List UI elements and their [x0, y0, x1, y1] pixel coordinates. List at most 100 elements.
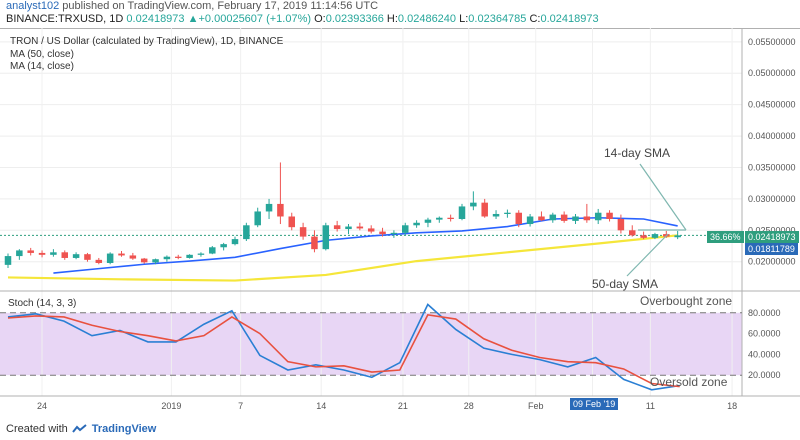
candle: [447, 217, 454, 220]
date-tag: 09 Feb '19: [570, 398, 619, 410]
stoch-legend: Stoch (14, 3, 3): [8, 298, 77, 309]
candle: [140, 258, 148, 263]
time-tick-label: 18: [727, 401, 737, 411]
candle: [311, 236, 318, 250]
stoch-k-line: [7, 303, 680, 391]
candle: [651, 234, 659, 238]
candle: [231, 239, 239, 245]
candle: [492, 213, 500, 217]
candle: [84, 254, 91, 260]
candle: [299, 227, 307, 237]
candle: [526, 216, 534, 225]
candle: [186, 254, 193, 258]
last-price: 0.02418973: [126, 13, 185, 25]
sma50-annotation: 50-day SMA: [592, 277, 659, 291]
price-tick-label: 0.02500000: [748, 225, 796, 235]
candle: [4, 256, 12, 265]
candle: [38, 252, 46, 255]
candle: [61, 252, 68, 258]
sma50-arrow: [626, 233, 669, 277]
author-link[interactable]: analyst102: [6, 0, 60, 12]
candle: [16, 250, 23, 257]
candle: [288, 216, 295, 228]
candle: [538, 216, 545, 221]
close-value: 0.02418973: [540, 13, 599, 25]
price-tick-label: 0.02000000: [748, 257, 796, 267]
price-chart[interactable]: 0.05500000 0.05000000 0.04500000 0.04000000…: [0, 28, 800, 421]
candle: [583, 216, 591, 221]
stoch-tick-label: 60.0000: [748, 329, 781, 339]
candle: [560, 214, 568, 221]
candle: [379, 231, 386, 235]
candle: [606, 212, 613, 220]
price-tick-label: 0.05500000: [748, 37, 796, 47]
candle: [345, 226, 352, 230]
ma50-line: [7, 234, 678, 282]
candle: [129, 255, 137, 259]
candle: [413, 222, 420, 226]
change-value: +0.00025607 (+1.07%): [198, 13, 312, 25]
candle: [118, 253, 125, 256]
low-value: 0.02364785: [468, 13, 527, 25]
chart-title: TRON / US Dollar (calculated by TradingV…: [10, 36, 284, 47]
price-tick-label: 0.05000000: [748, 68, 796, 78]
candle: [333, 225, 341, 230]
published-line: analyst102 published on TradingView.com,…: [6, 0, 378, 12]
candle: [243, 225, 250, 240]
candle: [402, 225, 409, 233]
candle: [390, 232, 398, 235]
candle: [640, 235, 647, 238]
symbol: BINANCE:TRXUSD, 1D: [6, 13, 124, 25]
time-tick-label: Feb: [528, 401, 544, 411]
candle: [322, 225, 330, 250]
candle: [572, 216, 579, 221]
candle: [674, 235, 681, 238]
stoch-d-line: [7, 314, 680, 388]
candle: [106, 253, 114, 263]
candle: [458, 206, 466, 220]
candle: [265, 203, 273, 212]
candle: [50, 252, 57, 255]
ma14-line: [53, 216, 678, 274]
time-tick-label: 28: [464, 401, 474, 411]
sma14-arrow: [639, 163, 687, 231]
time-tick-label: 11: [646, 401, 655, 411]
candle: [220, 244, 227, 248]
tradingview-brand[interactable]: TradingView: [91, 423, 157, 435]
candle: [367, 228, 375, 232]
footer: Created with TradingView: [6, 423, 156, 435]
change-arrow: ▲: [187, 13, 199, 25]
candle: [95, 259, 103, 263]
ma14-legend: MA (14, close): [10, 61, 74, 72]
published-text: published on TradingView.com, February 1…: [62, 0, 379, 12]
price-tick-label: 0.03000000: [748, 194, 796, 204]
open-value: 0.02393366: [325, 13, 384, 25]
candle: [27, 250, 34, 253]
candle: [209, 247, 216, 254]
candle: [152, 259, 159, 263]
stoch-tick-label: 40.0000: [748, 349, 781, 359]
oversold-annotation: Oversold zone: [650, 375, 728, 389]
candle: [629, 230, 636, 236]
candle: [163, 256, 171, 260]
chart-frame: [0, 28, 800, 422]
stoch-tick-label: 20.0000: [748, 370, 781, 380]
created-with-text: Created with: [6, 423, 68, 435]
last-pct-tag: 36.66%: [707, 231, 744, 243]
candle: [277, 203, 284, 217]
stoch-tick-label: 80.0000: [748, 308, 781, 318]
close-label: C:: [529, 13, 541, 25]
sma14-annotation: 14-day SMA: [604, 146, 671, 160]
candle: [549, 214, 557, 221]
time-tick-label: 14: [316, 401, 326, 411]
open-label: O:: [314, 13, 326, 25]
candle: [254, 211, 261, 226]
price-tick-label: 0.04000000: [748, 131, 796, 141]
ma50-price-tag: 0.01811789: [745, 243, 798, 255]
high-value: 0.02486240: [397, 13, 457, 25]
candle: [481, 202, 488, 217]
candle: [470, 202, 477, 207]
ohlc-line: BINANCE:TRXUSD, 1D 0.02418973 ▲+0.000256…: [6, 13, 599, 25]
time-tick-label: 21: [398, 401, 408, 411]
price-tick-label: 0.03500000: [748, 162, 796, 172]
